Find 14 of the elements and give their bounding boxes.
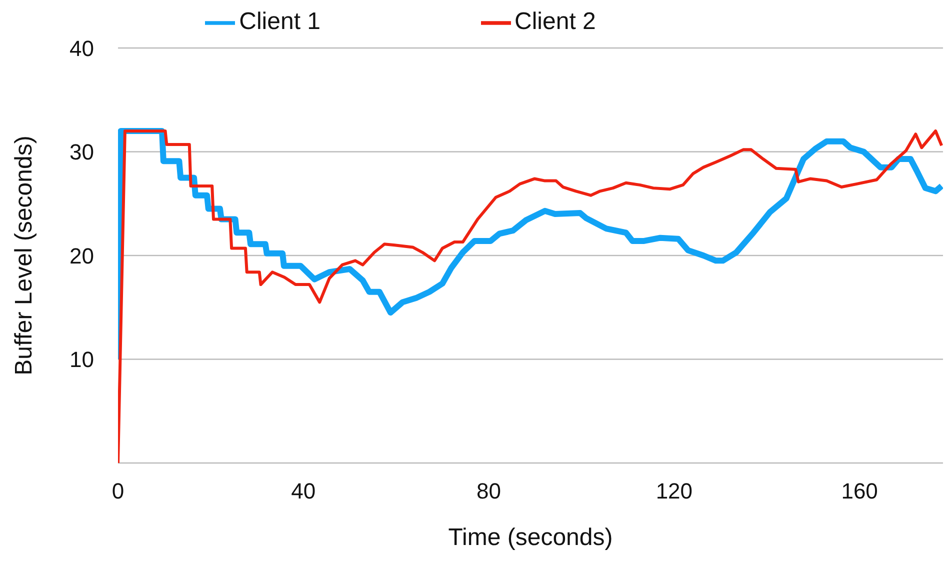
y-tick-label: 20 [70, 243, 94, 268]
legend-label: Client 1 [239, 8, 320, 36]
x-tick-label: 40 [291, 478, 316, 504]
x-tick-label: 80 [476, 478, 502, 504]
y-tick-label: 40 [70, 36, 94, 61]
y-axis-title: Buffer Level (seconds) [10, 136, 38, 376]
y-tick-label: 10 [70, 347, 94, 372]
legend-label: Client 2 [514, 8, 596, 36]
x-tick-label: 0 [112, 478, 124, 504]
x-axis-title: Time (seconds) [448, 524, 613, 551]
x-tick-label: 120 [656, 478, 693, 504]
y-tick-label: 30 [70, 140, 94, 165]
x-tick-label: 160 [841, 478, 878, 504]
line-series [118, 130, 943, 463]
